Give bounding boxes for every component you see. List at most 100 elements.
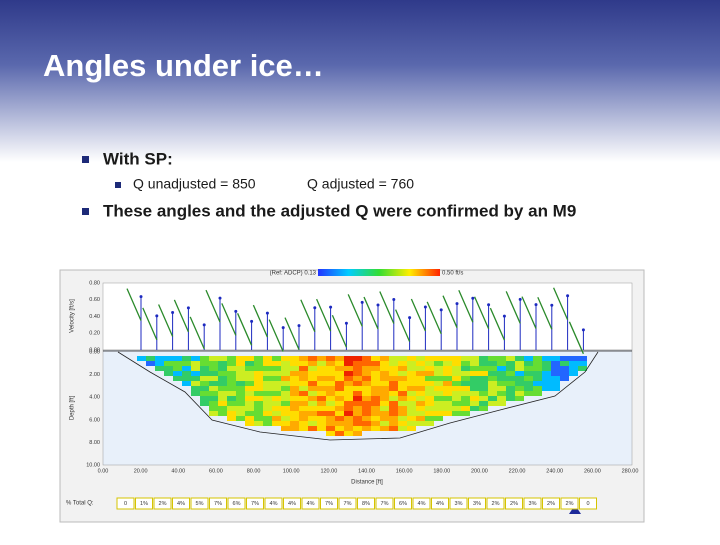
velocity-direction — [268, 319, 284, 352]
heatmap-cell — [254, 391, 263, 396]
heatmap-cell — [488, 381, 497, 386]
heatmap-cell — [524, 391, 533, 396]
q-cell — [190, 497, 209, 510]
heatmap-cell — [371, 426, 380, 431]
heatmap-cell — [317, 361, 326, 366]
q-cell-label: 7% — [214, 501, 222, 507]
heatmap-cell — [236, 396, 245, 401]
heatmap-cell — [488, 386, 497, 391]
heatmap-cell — [416, 381, 425, 386]
heatmap-cell — [425, 401, 434, 406]
heatmap-cell — [191, 361, 200, 366]
heatmap-cell — [254, 386, 263, 391]
heatmap-cell — [353, 356, 362, 361]
heatmap-cell — [281, 356, 290, 361]
heatmap-cell — [344, 371, 353, 376]
heatmap-cell — [371, 401, 380, 406]
q-cell-label: 4% — [436, 501, 444, 507]
heatmap-cell — [443, 366, 452, 371]
heatmap-cell — [254, 396, 263, 401]
heatmap-cell — [326, 366, 335, 371]
heatmap-cell — [488, 371, 497, 376]
heatmap-cell — [497, 356, 506, 361]
heatmap-cell — [182, 371, 191, 376]
heatmap-cell — [218, 406, 227, 411]
heatmap-cell — [254, 361, 263, 366]
q-cell — [560, 497, 579, 510]
heatmap-cell — [209, 406, 218, 411]
heatmap-cell — [317, 396, 326, 401]
velocity-direction — [331, 314, 347, 348]
heatmap-cell — [290, 391, 299, 396]
heatmap-cell — [371, 371, 380, 376]
q-cell — [246, 497, 264, 510]
heatmap-cell — [398, 371, 407, 376]
heatmap-cell — [461, 371, 470, 376]
heatmap-cell — [272, 416, 281, 421]
heatmap-cell — [371, 391, 380, 396]
heatmap-cell — [191, 381, 200, 386]
heatmap-cell — [290, 366, 299, 371]
heatmap-cell — [308, 406, 317, 411]
heatmap-cell — [317, 411, 326, 416]
heatmap-cell — [353, 411, 362, 416]
velocity-tip — [455, 302, 459, 306]
heatmap-cell — [218, 381, 227, 386]
heatmap-cell — [398, 386, 407, 391]
q-cell — [394, 497, 412, 510]
velocity-direction — [410, 298, 426, 332]
heatmap-cell — [173, 356, 182, 361]
heatmap-cell — [380, 361, 389, 366]
heatmap-cell — [452, 406, 461, 411]
heatmap-cell — [299, 371, 308, 376]
velocity-direction — [505, 291, 521, 324]
q-cell-label: 3% — [473, 501, 481, 507]
heatmap-cell — [137, 356, 146, 361]
heatmap-cell — [542, 366, 551, 371]
distance-tick-label: 0.00 — [98, 468, 109, 474]
velocity-direction — [426, 301, 442, 335]
heatmap-cell — [461, 381, 470, 386]
velocity-direction — [363, 296, 379, 330]
velocity-direction — [521, 296, 537, 329]
depth-label: Depth [ft] — [70, 396, 76, 421]
heatmap-cell — [443, 401, 452, 406]
velocity-tip — [186, 306, 190, 310]
q-cell — [579, 497, 597, 510]
heatmap-cell — [308, 366, 317, 371]
depth-tick-label: 6.00 — [89, 417, 100, 423]
heatmap-cell — [326, 401, 335, 406]
heatmap-cell — [470, 356, 479, 361]
heatmap-cell — [236, 381, 245, 386]
heatmap-cell — [515, 361, 524, 366]
heatmap-cell — [533, 376, 542, 381]
heatmap-cell — [380, 386, 389, 391]
heatmap-cell — [263, 401, 272, 406]
heatmap-cell — [452, 376, 461, 381]
heatmap-cell — [182, 356, 191, 361]
heatmap-cell — [497, 366, 506, 371]
heatmap-cell — [173, 371, 182, 376]
heatmap-cell — [353, 406, 362, 411]
heatmap-cell — [236, 406, 245, 411]
heatmap-cell — [317, 371, 326, 376]
heatmap-cell — [380, 366, 389, 371]
heatmap-cell — [344, 401, 353, 406]
q-cell — [301, 497, 320, 510]
heatmap-cell — [407, 356, 416, 361]
heatmap-cell — [227, 371, 236, 376]
heatmap-cell — [353, 421, 362, 426]
distance-tick-label: 120.00 — [320, 468, 337, 474]
heatmap-cell — [389, 371, 398, 376]
heatmap-cell — [452, 391, 461, 396]
heatmap-cell — [407, 361, 416, 366]
heatmap-cell — [371, 406, 380, 411]
heatmap-cell — [470, 391, 479, 396]
heatmap-cell — [515, 376, 524, 381]
heatmap-cell — [434, 371, 443, 376]
heatmap-cell — [407, 396, 416, 401]
heatmap-cell — [281, 401, 290, 406]
heatmap-cell — [254, 356, 263, 361]
